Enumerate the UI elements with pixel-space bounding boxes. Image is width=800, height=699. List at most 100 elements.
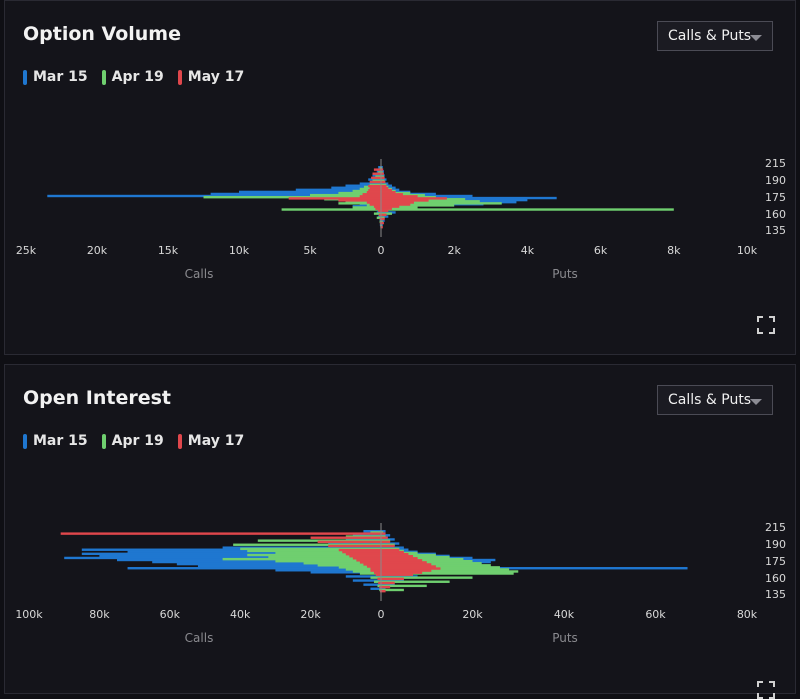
x-tick-label: 0 [378,608,385,621]
legend-item-apr19[interactable]: Apr 19 [101,69,164,85]
put-bar [381,576,473,579]
legend-item-mar15[interactable]: Mar 15 [23,433,88,449]
legend-item-apr19[interactable]: Apr 19 [101,433,164,449]
put-bar [381,540,391,544]
put-bar [381,197,447,200]
put-bar [381,557,464,561]
call-bar [239,190,381,194]
put-bar [381,199,429,202]
legend-item-may17[interactable]: May 17 [177,69,245,85]
put-bar [381,176,385,180]
call-bar [370,587,381,590]
put-bar [381,224,383,228]
put-bar [381,207,392,210]
x-tick-label: 25k [16,244,37,257]
put-bar [381,213,387,217]
put-bar [381,193,403,196]
put-bar [381,542,400,545]
put-bar [381,580,450,583]
calls-puts-dropdown[interactable]: Calls & Puts [657,385,773,415]
put-bar [381,564,491,567]
call-bar [81,548,382,551]
calls-label: Calls [185,267,214,281]
put-bar [381,202,502,205]
x-tick-label: 4k [521,244,535,257]
strike-tick-label: 215 [765,521,786,534]
put-bar [381,589,386,593]
call-bar [366,565,381,568]
call-bar [370,531,381,534]
x-tick-label: 15k [158,244,179,257]
legend-label: Apr 19 [111,69,164,85]
x-tick-label: 100k [15,608,43,621]
put-bar [381,180,386,184]
x-tick-label: 20k [87,244,108,257]
call-bar [81,552,382,556]
call-bar [345,538,381,541]
strike-tick-label: 190 [765,174,786,187]
legend-label: Mar 15 [33,69,88,85]
call-bar [352,534,381,537]
x-tick-label: 80k [737,608,758,621]
call-bar [378,209,381,212]
call-bar [338,191,381,195]
put-bar [381,550,404,554]
put-bar [381,575,418,578]
call-bar [375,573,381,576]
calls-puts-dropdown[interactable]: Calls & Puts [657,21,773,51]
put-bar [381,172,384,175]
call-bar [99,554,382,558]
put-bar [381,534,391,537]
x-tick-label: 80k [89,608,110,621]
call-bar [363,563,381,566]
call-bar [373,212,381,215]
put-bar [381,588,404,592]
call-bar [345,552,381,556]
legend-item-may17[interactable]: May 17 [177,433,244,449]
call-bar [317,564,381,567]
put-bar [381,546,404,549]
put-bar [381,559,423,562]
put-bar [381,577,404,581]
x-tick-label: 40k [554,608,575,621]
call-bar [369,203,381,206]
call-bar [349,555,381,558]
call-bar [60,532,382,535]
call-bar [275,569,381,572]
legend-swatch [177,433,182,449]
call-bar [373,205,381,208]
call-bar [176,562,381,566]
dropdown-label: Calls & Puts [668,392,752,408]
call-bar [338,199,381,202]
expand-icon[interactable] [757,681,775,699]
strike-tick-label: 135 [765,588,786,601]
put-bar [381,535,386,538]
put-bar [381,209,389,212]
put-bar [381,555,414,558]
call-bar [310,571,381,574]
put-bar [381,166,383,169]
x-tick-label: 20k [462,608,483,621]
call-bar [366,201,381,204]
call-bar [197,564,381,568]
call-bar [373,580,381,583]
put-bar [381,531,384,534]
put-bar [381,201,414,204]
call-bar [352,570,381,573]
put-bar [381,204,455,207]
call-bar [338,202,381,205]
put-bar [381,570,519,573]
put-bar [381,538,395,541]
call-bar [303,562,381,565]
open-interest-panel: Open Interest Calls & Puts Mar 15 Apr 19… [4,364,796,699]
put-bar [381,536,388,539]
put-bar [381,569,432,572]
calls-label: Calls [185,631,214,645]
legend-label: May 17 [187,69,245,85]
legend-swatch [23,69,27,85]
x-tick-label: 8k [667,244,681,257]
put-bar [381,565,436,568]
call-bar [281,208,381,211]
expand-icon[interactable] [757,316,775,334]
legend-item-mar15[interactable]: Mar 15 [23,69,88,85]
